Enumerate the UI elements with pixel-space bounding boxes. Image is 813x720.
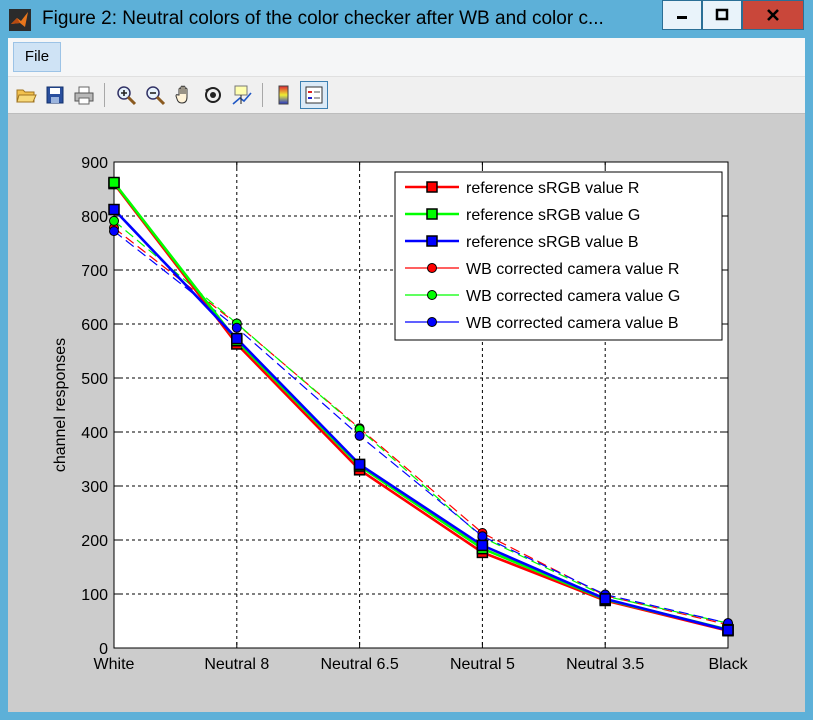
x-tick-label: Black	[708, 656, 748, 673]
legend-marker	[427, 317, 437, 327]
data-point[interactable]	[109, 215, 119, 226]
y-tick-label: 400	[81, 425, 108, 442]
legend-box[interactable]	[394, 171, 723, 341]
y-tick-label: 900	[81, 155, 108, 172]
matlab-logo-icon	[9, 9, 31, 31]
series-line	[113, 230, 729, 624]
maximize-icon	[715, 8, 729, 21]
legend-label: reference sRGB value R	[466, 180, 639, 197]
window-title: Figure 2: Neutral colors of the color ch…	[42, 8, 604, 29]
data-cursor-icon	[232, 85, 252, 105]
legend-item: reference sRGB value G	[405, 207, 640, 224]
data-point[interactable]	[599, 593, 611, 605]
y-tick-label: 800	[81, 209, 108, 226]
legend-marker	[426, 208, 438, 220]
title-bar[interactable]: Figure 2: Neutral colors of the color ch…	[0, 0, 813, 38]
pan-button[interactable]	[170, 81, 198, 109]
maximize-button[interactable]	[702, 0, 742, 30]
axes-box	[113, 161, 729, 649]
series-line	[113, 227, 729, 626]
zoom-in-icon	[117, 86, 137, 106]
data-point[interactable]	[231, 332, 243, 345]
series-2	[108, 203, 734, 636]
insert-colorbar-button[interactable]	[270, 81, 298, 109]
y-tick-label: 0	[99, 641, 108, 658]
legend-marker	[427, 263, 437, 273]
legend-marker	[426, 235, 438, 247]
legend-label: reference sRGB value B	[466, 234, 639, 251]
legend-item: WB corrected camera value R	[405, 261, 679, 278]
legend-label: WB corrected camera value R	[466, 261, 679, 278]
legend-marker	[427, 290, 437, 300]
x-tick-label: Neutral 5	[450, 656, 515, 673]
x-tick-label: White	[94, 656, 135, 673]
legend-label: WB corrected camera value B	[466, 315, 679, 332]
y-tick-label: 700	[81, 263, 108, 280]
minimize-button[interactable]	[662, 0, 702, 30]
insert-legend-button[interactable]	[300, 81, 328, 109]
print-button[interactable]	[70, 81, 98, 109]
legend-marker	[426, 181, 438, 193]
y-tick-label: 100	[81, 587, 108, 604]
data-point[interactable]	[231, 322, 242, 333]
rotate-3d-button[interactable]	[199, 81, 227, 109]
legend-item: reference sRGB value R	[405, 180, 639, 197]
open-file-icon	[16, 89, 37, 103]
data-cursor-button[interactable]	[228, 81, 256, 109]
y-tick-label: 600	[81, 317, 108, 334]
data-point[interactable]	[354, 430, 365, 441]
figure-canvas: 0 100 200 300 400 500 600 700 800 900 White Neutral…	[8, 114, 805, 712]
y-axis-label: channel responses	[52, 338, 69, 472]
save-button[interactable]	[41, 81, 69, 109]
rotate-3d-icon	[205, 87, 221, 103]
y-tick-label: 500	[81, 371, 108, 388]
data-point[interactable]	[477, 531, 488, 542]
legend-item: WB corrected camera value G	[405, 288, 680, 305]
menu-file[interactable]: File	[13, 42, 61, 72]
data-point[interactable]	[722, 624, 734, 636]
legend-label: reference sRGB value G	[466, 207, 640, 224]
toolbar-separator	[262, 83, 263, 107]
legend-label: WB corrected camera value G	[466, 288, 680, 305]
data-point[interactable]	[108, 176, 120, 189]
zoom-out-icon	[146, 86, 166, 106]
x-tick-label: Neutral 6.5	[320, 656, 398, 673]
series-line	[113, 208, 729, 632]
data-point[interactable]	[108, 203, 120, 216]
legend-item: WB corrected camera value B	[405, 315, 679, 332]
open-file-button[interactable]	[12, 81, 40, 109]
figure-toolbar	[8, 77, 805, 114]
line-chart[interactable]: 0 100 200 300 400 500 600 700 800 900 White Neutral…	[8, 114, 805, 712]
x-tick-label: Neutral 8	[204, 656, 269, 673]
close-button[interactable]	[742, 0, 804, 30]
data-point[interactable]	[109, 226, 119, 237]
data-point[interactable]	[476, 539, 489, 552]
legend-icon	[305, 86, 323, 104]
save-icon	[46, 86, 64, 104]
print-icon	[74, 86, 94, 105]
series-5	[109, 226, 733, 629]
menu-bar: File	[8, 38, 805, 77]
pan-hand-icon	[175, 85, 188, 104]
zoom-in-button[interactable]	[112, 81, 140, 109]
legend-item: reference sRGB value B	[405, 234, 639, 251]
close-icon	[767, 9, 779, 21]
toolbar-separator	[104, 83, 105, 107]
y-tick-label: 200	[81, 533, 108, 550]
zoom-out-button[interactable]	[141, 81, 169, 109]
data-point[interactable]	[353, 458, 366, 471]
y-tick-label: 300	[81, 479, 108, 496]
minimize-icon	[677, 16, 687, 19]
x-tick-label: Neutral 3.5	[566, 656, 644, 673]
colorbar-icon	[278, 85, 289, 105]
